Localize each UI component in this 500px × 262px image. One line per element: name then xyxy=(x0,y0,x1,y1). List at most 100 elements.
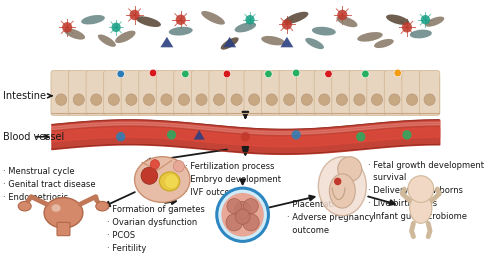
FancyBboxPatch shape xyxy=(314,71,334,115)
Circle shape xyxy=(73,94,85,105)
Circle shape xyxy=(362,70,369,78)
Ellipse shape xyxy=(201,11,225,25)
Ellipse shape xyxy=(386,14,409,25)
Text: · Placentation
· Adverse pregnancy
  outcome: · Placentation · Adverse pregnancy outco… xyxy=(287,200,374,235)
Circle shape xyxy=(196,94,207,105)
Circle shape xyxy=(150,160,160,169)
Polygon shape xyxy=(194,130,204,140)
Ellipse shape xyxy=(98,35,116,47)
Ellipse shape xyxy=(312,27,336,36)
Circle shape xyxy=(178,94,190,105)
Text: · Menstrual cycle
· Genital tract disease
· Endometriosis: · Menstrual cycle · Genital tract diseas… xyxy=(4,167,96,202)
Circle shape xyxy=(176,14,186,25)
Circle shape xyxy=(356,132,366,141)
Circle shape xyxy=(126,94,137,105)
Text: · Formation of gametes
· Ovarian dysfunction
· PCOS
· Feritility: · Formation of gametes · Ovarian dysfunc… xyxy=(107,205,205,253)
Circle shape xyxy=(265,70,272,78)
Polygon shape xyxy=(280,37,293,47)
Circle shape xyxy=(337,10,347,20)
Circle shape xyxy=(150,69,156,77)
Ellipse shape xyxy=(336,16,357,27)
Circle shape xyxy=(112,23,120,32)
Circle shape xyxy=(282,19,292,30)
Circle shape xyxy=(319,94,330,105)
Circle shape xyxy=(248,94,260,105)
Circle shape xyxy=(402,130,411,140)
FancyBboxPatch shape xyxy=(51,71,72,115)
Circle shape xyxy=(116,132,126,141)
FancyBboxPatch shape xyxy=(296,71,317,115)
FancyBboxPatch shape xyxy=(104,71,124,115)
Circle shape xyxy=(174,161,184,172)
Circle shape xyxy=(117,70,124,78)
Ellipse shape xyxy=(64,28,85,40)
Ellipse shape xyxy=(358,32,383,42)
Ellipse shape xyxy=(115,31,136,43)
Circle shape xyxy=(234,201,251,219)
Circle shape xyxy=(217,188,268,241)
Circle shape xyxy=(421,15,430,24)
Circle shape xyxy=(62,22,72,32)
Circle shape xyxy=(242,214,259,231)
Ellipse shape xyxy=(318,157,366,216)
FancyBboxPatch shape xyxy=(420,71,440,115)
Circle shape xyxy=(214,94,224,105)
Ellipse shape xyxy=(284,12,308,24)
Circle shape xyxy=(244,199,258,214)
Circle shape xyxy=(144,94,154,105)
Circle shape xyxy=(424,94,435,105)
FancyBboxPatch shape xyxy=(384,71,404,115)
Ellipse shape xyxy=(44,198,83,228)
Text: · Fertilization process
· Embryo development
· IVF outcome: · Fertilization process · Embryo develop… xyxy=(186,162,282,197)
Ellipse shape xyxy=(234,22,256,32)
Circle shape xyxy=(165,175,178,188)
Circle shape xyxy=(284,94,295,105)
Ellipse shape xyxy=(425,17,444,27)
Circle shape xyxy=(227,199,242,214)
Circle shape xyxy=(336,94,347,105)
FancyBboxPatch shape xyxy=(262,71,282,115)
Ellipse shape xyxy=(261,36,285,45)
Text: Blood vessel: Blood vessel xyxy=(2,132,64,142)
Ellipse shape xyxy=(96,201,108,211)
FancyBboxPatch shape xyxy=(86,71,106,115)
Circle shape xyxy=(223,70,230,78)
Circle shape xyxy=(56,94,66,105)
Circle shape xyxy=(389,94,400,105)
FancyBboxPatch shape xyxy=(244,71,264,115)
FancyBboxPatch shape xyxy=(121,71,142,115)
Circle shape xyxy=(90,94,102,105)
FancyBboxPatch shape xyxy=(174,71,194,115)
Circle shape xyxy=(108,94,120,105)
FancyBboxPatch shape xyxy=(192,71,212,115)
FancyBboxPatch shape xyxy=(279,71,299,115)
Circle shape xyxy=(167,130,176,140)
Circle shape xyxy=(292,130,301,140)
Polygon shape xyxy=(223,37,236,47)
Text: · Fetal growth development
  survival
· Delivery of newborns
· Live birth rates
: · Fetal growth development survival · De… xyxy=(368,161,484,221)
Ellipse shape xyxy=(330,174,355,208)
Text: Intestine: Intestine xyxy=(2,91,52,101)
Ellipse shape xyxy=(374,39,394,48)
FancyBboxPatch shape xyxy=(57,222,70,236)
Ellipse shape xyxy=(410,193,432,223)
Ellipse shape xyxy=(52,204,60,212)
Ellipse shape xyxy=(160,172,180,191)
Circle shape xyxy=(394,69,402,77)
Circle shape xyxy=(246,15,254,24)
Circle shape xyxy=(141,167,158,184)
Circle shape xyxy=(402,22,412,32)
FancyBboxPatch shape xyxy=(332,71,352,115)
Circle shape xyxy=(235,209,250,224)
Ellipse shape xyxy=(81,15,105,24)
Circle shape xyxy=(301,94,312,105)
Circle shape xyxy=(182,70,189,78)
Ellipse shape xyxy=(169,27,192,36)
FancyBboxPatch shape xyxy=(349,71,370,115)
FancyBboxPatch shape xyxy=(402,71,422,115)
Ellipse shape xyxy=(136,16,161,27)
Circle shape xyxy=(226,214,242,231)
Circle shape xyxy=(406,94,418,105)
FancyBboxPatch shape xyxy=(226,71,247,115)
Circle shape xyxy=(231,94,242,105)
